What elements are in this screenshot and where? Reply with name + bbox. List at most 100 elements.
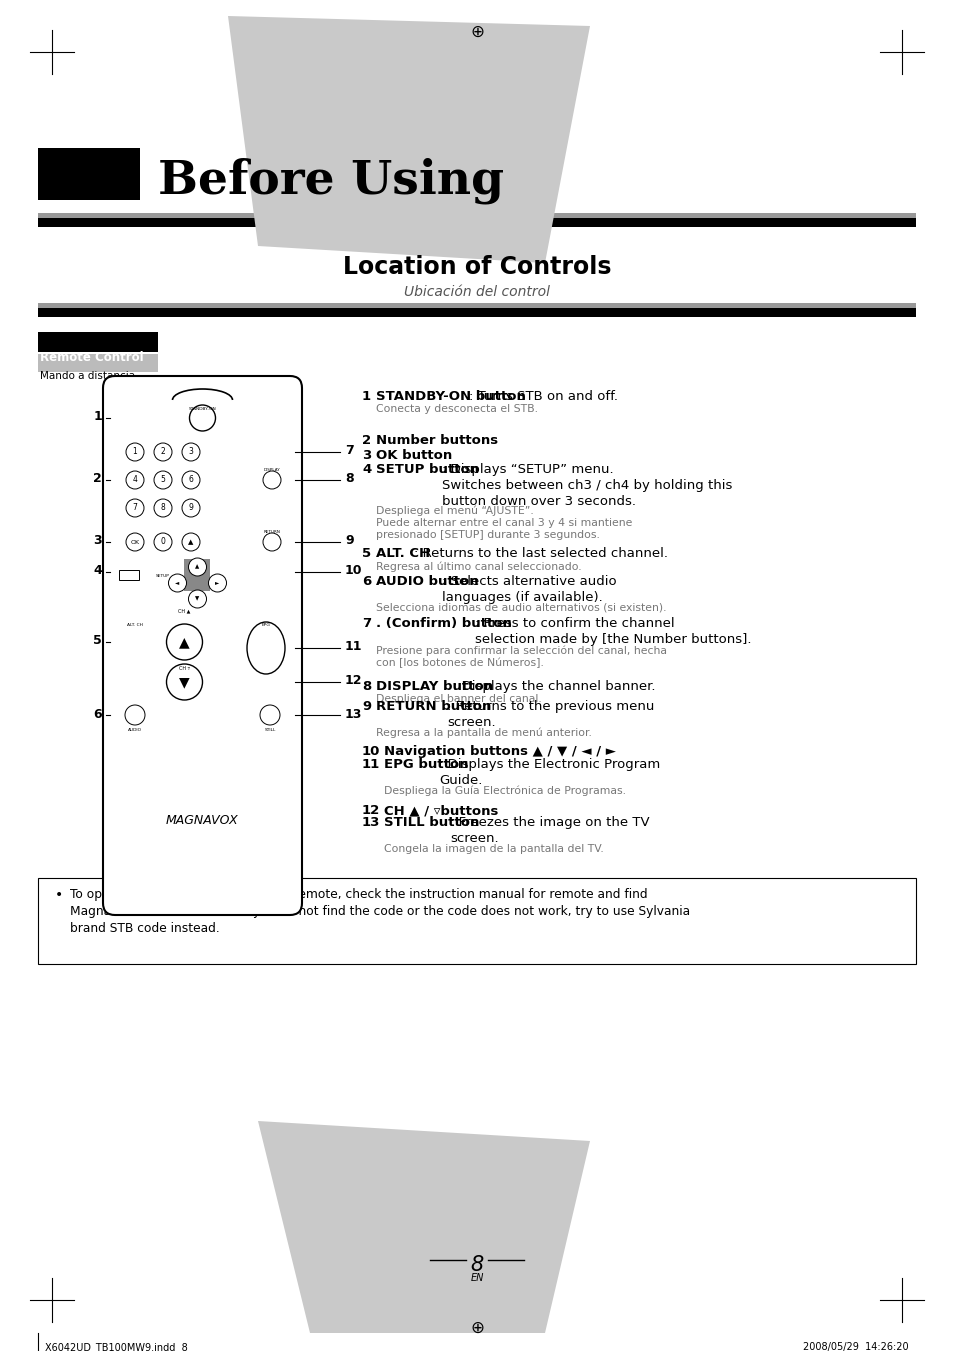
Bar xyxy=(38,332,158,353)
Circle shape xyxy=(167,663,202,700)
Text: Congela la imagen de la pantalla del TV.: Congela la imagen de la pantalla del TV. xyxy=(384,844,603,854)
Bar xyxy=(38,878,915,965)
Text: EN: EN xyxy=(470,1273,483,1283)
Text: ALT. CH: ALT. CH xyxy=(375,547,430,561)
Text: AUDIO: AUDIO xyxy=(128,728,142,732)
Text: Mando a distancia: Mando a distancia xyxy=(40,372,135,381)
Text: : Press to confirm the channel
selection made by [the Number buttons].: : Press to confirm the channel selection… xyxy=(475,617,751,646)
Text: Location of Controls: Location of Controls xyxy=(342,255,611,280)
Text: 9: 9 xyxy=(189,504,193,512)
Circle shape xyxy=(260,705,280,725)
Text: Navigation buttons ▲ / ▼ / ◄ / ►: Navigation buttons ▲ / ▼ / ◄ / ► xyxy=(384,744,616,758)
Text: 1: 1 xyxy=(361,390,371,403)
Bar xyxy=(38,218,915,227)
Text: SETUP button: SETUP button xyxy=(375,463,478,476)
Text: RETURN button: RETURN button xyxy=(375,700,491,713)
Text: STANDBY-ON: STANDBY-ON xyxy=(189,407,216,411)
Text: 3: 3 xyxy=(189,447,193,457)
Circle shape xyxy=(126,499,144,517)
Text: : Displays the Electronic Program
Guide.: : Displays the Electronic Program Guide. xyxy=(438,758,659,788)
Text: MAGNAVOX: MAGNAVOX xyxy=(166,813,238,827)
Text: AUDIO button: AUDIO button xyxy=(375,576,478,588)
Text: Regresa al último canal seleccionado.: Regresa al último canal seleccionado. xyxy=(375,561,581,571)
Text: ▼: ▼ xyxy=(195,597,199,601)
Circle shape xyxy=(182,471,200,489)
Text: 7: 7 xyxy=(345,444,354,458)
Text: ▲: ▲ xyxy=(188,539,193,544)
Text: Before Using: Before Using xyxy=(158,157,503,204)
Text: 9: 9 xyxy=(361,700,371,713)
Bar xyxy=(119,570,139,580)
Text: 2: 2 xyxy=(93,473,102,485)
Circle shape xyxy=(189,590,206,608)
Text: 3: 3 xyxy=(93,535,102,547)
Bar xyxy=(38,149,140,200)
Text: CH ▲: CH ▲ xyxy=(178,608,191,613)
Text: 2: 2 xyxy=(361,434,371,447)
Text: : Displays the channel banner.: : Displays the channel banner. xyxy=(453,680,655,693)
FancyBboxPatch shape xyxy=(103,376,302,915)
Text: : Displays “SETUP” menu.
Switches between ch3 / ch4 by holding this
button down : : Displays “SETUP” menu. Switches betwee… xyxy=(441,463,732,508)
Text: DISPLAY: DISPLAY xyxy=(263,467,280,471)
Text: 5: 5 xyxy=(361,547,371,561)
Text: 8: 8 xyxy=(361,680,371,693)
Text: Number buttons: Number buttons xyxy=(375,434,497,447)
Circle shape xyxy=(169,574,186,592)
Text: 7: 7 xyxy=(361,617,371,630)
Text: 6: 6 xyxy=(93,708,102,720)
Text: . (Confirm) button: . (Confirm) button xyxy=(375,617,512,630)
Text: 1: 1 xyxy=(93,411,102,423)
Text: ⊕: ⊕ xyxy=(470,1319,483,1337)
Circle shape xyxy=(263,534,281,551)
Ellipse shape xyxy=(247,621,285,674)
Text: ►: ► xyxy=(215,581,219,585)
Bar xyxy=(184,559,211,590)
Text: 2: 2 xyxy=(160,447,165,457)
Circle shape xyxy=(263,471,281,489)
Text: 13: 13 xyxy=(345,708,362,720)
Text: 4: 4 xyxy=(93,565,102,577)
Text: 10: 10 xyxy=(345,565,362,577)
Text: 7: 7 xyxy=(132,504,137,512)
Text: 3: 3 xyxy=(361,449,371,462)
Text: Remote Control: Remote Control xyxy=(40,351,144,363)
Text: ALT. CH: ALT. CH xyxy=(127,623,143,627)
Polygon shape xyxy=(228,16,589,263)
Text: Selecciona idiomas de audio alternativos (si existen).: Selecciona idiomas de audio alternativos… xyxy=(375,603,666,613)
Text: 8: 8 xyxy=(160,504,165,512)
Text: RETURN: RETURN xyxy=(263,530,280,534)
Text: SETUP: SETUP xyxy=(155,574,170,578)
Bar xyxy=(38,303,915,308)
Text: OK button: OK button xyxy=(375,449,452,462)
Circle shape xyxy=(182,499,200,517)
Text: STILL: STILL xyxy=(264,728,275,732)
Circle shape xyxy=(167,624,202,661)
Text: EPG: EPG xyxy=(261,623,270,627)
Text: Despliega la Guía Electrónica de Programas.: Despliega la Guía Electrónica de Program… xyxy=(384,786,625,797)
Circle shape xyxy=(126,534,144,551)
Circle shape xyxy=(189,558,206,576)
Text: : Turns STB on and off.: : Turns STB on and off. xyxy=(469,390,618,403)
Text: X6042UD_TB100MW9.indd  8: X6042UD_TB100MW9.indd 8 xyxy=(45,1342,188,1351)
Text: Regresa a la pantalla de menú anterior.: Regresa a la pantalla de menú anterior. xyxy=(375,728,591,739)
Text: STANDBY-ON button: STANDBY-ON button xyxy=(375,390,525,403)
Circle shape xyxy=(209,574,226,592)
Text: 6: 6 xyxy=(361,576,371,588)
Text: Despliega el menú “AJUSTE”.
Puede alternar entre el canal 3 y 4 si mantiene
pres: Despliega el menú “AJUSTE”. Puede altern… xyxy=(375,505,632,539)
Text: 10: 10 xyxy=(361,744,380,758)
Bar xyxy=(38,354,158,372)
Text: STILL button: STILL button xyxy=(384,816,478,830)
Circle shape xyxy=(126,443,144,461)
Text: EPG button: EPG button xyxy=(384,758,468,771)
Text: : Returns to the previous menu
screen.: : Returns to the previous menu screen. xyxy=(447,700,654,730)
Circle shape xyxy=(182,443,200,461)
Text: 5: 5 xyxy=(93,635,102,647)
Text: 0: 0 xyxy=(160,538,165,547)
Circle shape xyxy=(126,471,144,489)
Text: 5: 5 xyxy=(160,476,165,485)
Text: 13: 13 xyxy=(361,816,380,830)
Text: : Returns to the last selected channel.: : Returns to the last selected channel. xyxy=(414,547,668,561)
Text: To operate this STB with a universal remote, check the instruction manual for re: To operate this STB with a universal rem… xyxy=(70,888,689,935)
Text: 11: 11 xyxy=(345,640,362,654)
Text: 12: 12 xyxy=(345,674,362,688)
